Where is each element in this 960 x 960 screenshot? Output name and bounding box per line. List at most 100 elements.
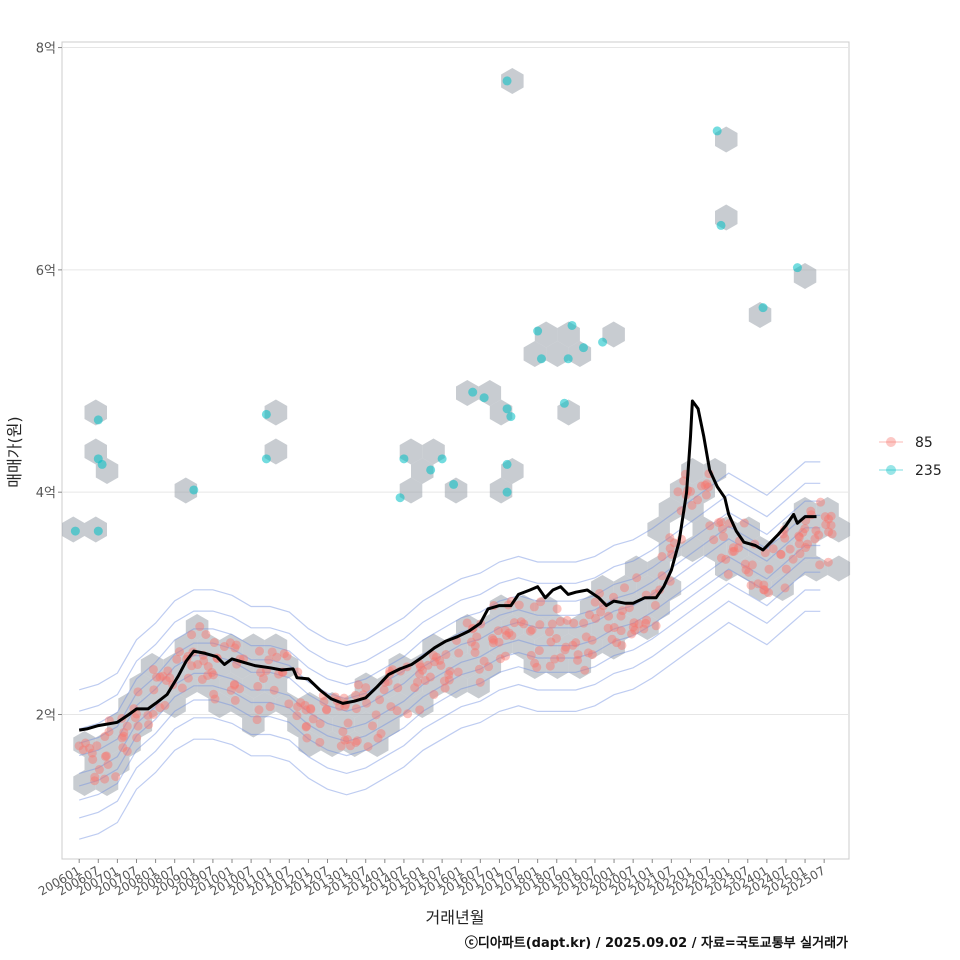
point-235 bbox=[399, 454, 409, 464]
point-85 bbox=[545, 661, 555, 671]
trend-line-group bbox=[78, 399, 817, 732]
point-235 bbox=[716, 220, 726, 230]
hex-bin bbox=[84, 750, 107, 777]
credit-text: ⓒ디아파트(dapt.kr) / 2025.09.02 / 자료=국토교통부 실… bbox=[465, 935, 848, 951]
density-contour bbox=[79, 482, 821, 712]
point-85 bbox=[413, 677, 423, 687]
hex-bin bbox=[411, 458, 434, 484]
point-85 bbox=[494, 637, 504, 647]
point-85 bbox=[800, 524, 810, 534]
hex-bin bbox=[354, 711, 378, 738]
point-85 bbox=[744, 567, 754, 577]
hex-bin bbox=[489, 633, 513, 660]
point-85 bbox=[780, 533, 790, 543]
hex-bin bbox=[715, 555, 738, 582]
point-85 bbox=[254, 705, 264, 715]
point-85 bbox=[693, 495, 703, 505]
density-contour bbox=[79, 514, 821, 744]
hex-bin bbox=[568, 614, 592, 640]
point-85 bbox=[122, 746, 132, 756]
hex-bin bbox=[275, 653, 299, 679]
hex-bin bbox=[377, 711, 400, 738]
point-235 bbox=[598, 337, 608, 347]
point-85 bbox=[764, 564, 774, 574]
density-contour bbox=[79, 610, 821, 840]
point-85 bbox=[229, 680, 239, 690]
point-85 bbox=[252, 715, 262, 725]
point-235 bbox=[502, 76, 512, 86]
point-85 bbox=[264, 655, 274, 665]
point-85 bbox=[673, 487, 683, 497]
hex-bin bbox=[737, 555, 760, 582]
hex-bin bbox=[264, 672, 288, 699]
point-235 bbox=[502, 404, 512, 414]
point-85 bbox=[306, 703, 316, 713]
hex-bin bbox=[185, 653, 209, 679]
hex-bin bbox=[647, 555, 670, 582]
point-85 bbox=[256, 667, 266, 677]
point-85 bbox=[500, 651, 510, 661]
hex-bin bbox=[489, 594, 513, 621]
density-contour bbox=[79, 589, 821, 819]
point-85 bbox=[701, 490, 711, 500]
hex-bin bbox=[343, 731, 366, 757]
point-85 bbox=[816, 497, 826, 507]
point-235 bbox=[479, 393, 489, 403]
point-85 bbox=[562, 615, 572, 625]
hex-bin bbox=[624, 594, 648, 621]
legend-235-label: 235 bbox=[915, 463, 942, 479]
point-85 bbox=[226, 685, 236, 695]
hex-bin bbox=[737, 516, 760, 543]
point-235 bbox=[502, 487, 512, 497]
density-contour bbox=[79, 544, 821, 774]
point-85 bbox=[208, 670, 218, 680]
point-85 bbox=[555, 617, 565, 627]
hex-bin bbox=[827, 516, 851, 543]
point-85 bbox=[379, 685, 389, 695]
point-85 bbox=[195, 622, 205, 632]
hex-bin bbox=[433, 653, 456, 679]
point-85 bbox=[363, 742, 373, 752]
hex-bin bbox=[512, 633, 535, 660]
point-85 bbox=[322, 705, 332, 715]
hex-bin bbox=[771, 575, 794, 601]
hex-bin bbox=[399, 477, 423, 504]
point-85 bbox=[88, 754, 98, 764]
hex-bin bbox=[219, 633, 243, 660]
point-85 bbox=[651, 621, 661, 631]
point-85 bbox=[90, 772, 100, 782]
hex-bin bbox=[264, 399, 288, 426]
point-85 bbox=[80, 738, 90, 748]
y-tick-label: 6억 bbox=[36, 264, 56, 279]
point-85 bbox=[550, 654, 560, 664]
point-85 bbox=[612, 638, 622, 648]
point-85 bbox=[207, 667, 217, 677]
hex-bin bbox=[73, 770, 96, 796]
point-85 bbox=[561, 642, 571, 652]
hex-bin bbox=[253, 692, 276, 718]
point-85 bbox=[780, 583, 790, 593]
density-contour bbox=[79, 557, 821, 787]
hex-bin bbox=[118, 731, 141, 757]
point-85 bbox=[569, 618, 579, 628]
point-85 bbox=[272, 652, 282, 662]
point-85 bbox=[806, 506, 816, 516]
point-235 bbox=[97, 459, 107, 469]
point-235 bbox=[426, 465, 436, 475]
hex-bin bbox=[703, 536, 727, 562]
point-85 bbox=[794, 539, 804, 549]
point-85 bbox=[527, 625, 537, 635]
point-85 bbox=[616, 611, 626, 621]
point-85 bbox=[810, 534, 820, 544]
point-235 bbox=[563, 354, 573, 364]
hex-bin bbox=[557, 633, 580, 660]
point-85 bbox=[319, 697, 329, 707]
point-85 bbox=[101, 751, 111, 761]
hex-bin bbox=[793, 536, 817, 562]
hex-bin bbox=[230, 692, 254, 718]
point-85 bbox=[609, 623, 619, 633]
point-85 bbox=[187, 661, 197, 671]
point-85 bbox=[618, 606, 628, 616]
point-85 bbox=[436, 660, 446, 670]
point-85 bbox=[353, 680, 363, 690]
